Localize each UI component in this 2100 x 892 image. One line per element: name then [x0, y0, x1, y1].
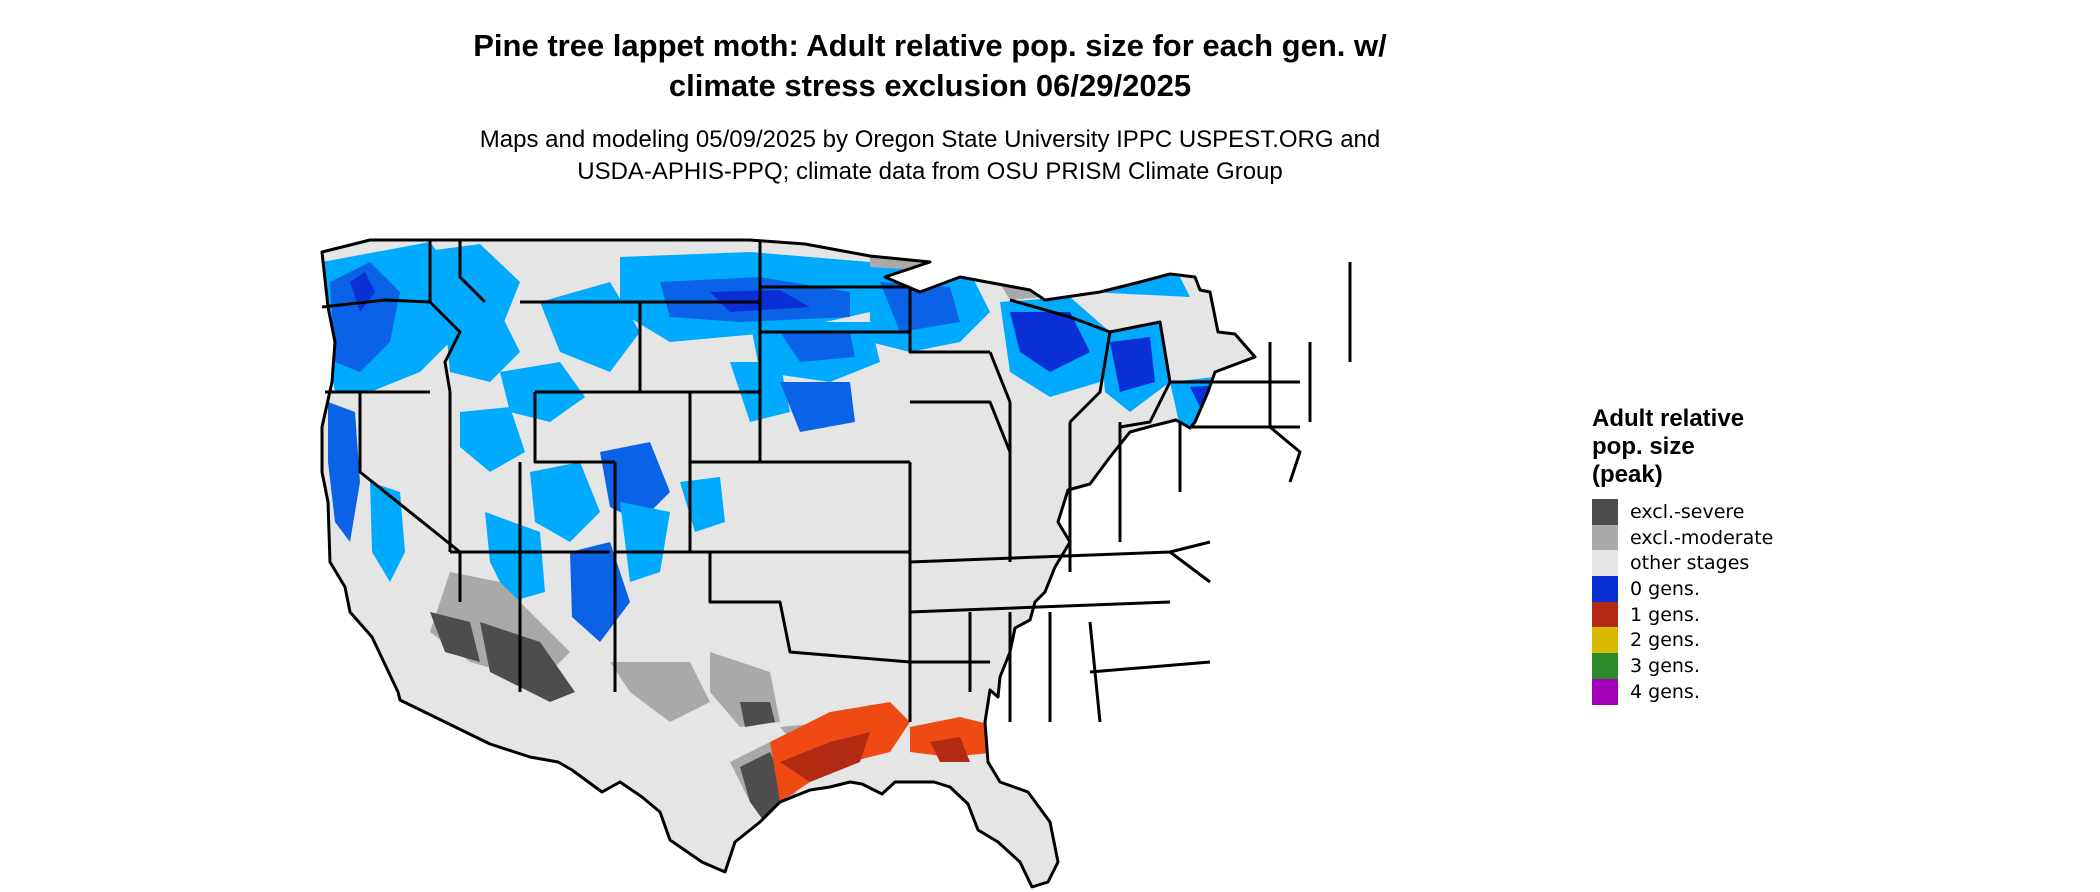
- legend-swatch: [1592, 575, 1618, 602]
- legend-item: 2 gens.: [1592, 627, 1892, 654]
- legend-label: excl.-severe: [1630, 500, 1745, 523]
- legend-label: 0 gens.: [1630, 577, 1700, 600]
- legend-item: 0 gens.: [1592, 575, 1892, 602]
- us-map-svg: [320, 238, 1352, 889]
- state-borders: [320, 238, 1352, 889]
- legend-item: other stages: [1592, 550, 1892, 577]
- legend-title-line: pop. size: [1592, 433, 1695, 460]
- legend-title-line: Adult relative: [1592, 405, 1745, 432]
- legend-item: 3 gens.: [1592, 652, 1892, 679]
- legend-item: 1 gens.: [1592, 601, 1892, 628]
- legend-item: excl.-severe: [1592, 498, 1892, 525]
- legend-label: other stages: [1630, 552, 1750, 575]
- legend-item: excl.-moderate: [1592, 524, 1892, 551]
- legend-title-line: (peak): [1592, 461, 1663, 488]
- legend-swatch: [1592, 524, 1618, 551]
- legend-items: excl.-severe excl.-moderate other stages 0 …: [1592, 498, 1892, 705]
- map-subtitle-line-1: Maps and modeling 05/09/2025 by Oregon S…: [479, 126, 1381, 153]
- legend-label: excl.-moderate: [1630, 526, 1774, 549]
- legend-item: 4 gens.: [1592, 678, 1892, 705]
- map-title-line-1: Pine tree lappet moth: Adult relative po…: [473, 28, 1387, 63]
- legend-label: 4 gens.: [1630, 680, 1700, 703]
- legend-swatch: [1592, 678, 1618, 705]
- legend-label: 1 gens.: [1630, 603, 1700, 626]
- legend-swatch: [1592, 550, 1618, 577]
- legend-label: 2 gens.: [1630, 629, 1700, 652]
- us-map: [310, 222, 1560, 892]
- map-title-line-2: climate stress exclusion 06/29/2025: [668, 68, 1192, 103]
- legend-swatch: [1592, 498, 1618, 525]
- legend-swatch: [1592, 652, 1618, 679]
- legend-swatch: [1592, 601, 1618, 628]
- legend: Adult relative pop. size (peak) excl.-se…: [1592, 405, 1892, 705]
- legend-label: 3 gens.: [1630, 654, 1700, 677]
- legend-title: Adult relative pop. size (peak): [1592, 405, 1892, 489]
- legend-swatch: [1592, 627, 1618, 654]
- map-subtitle-line-2: USDA-APHIS-PPQ; climate data from OSU PR…: [577, 158, 1283, 185]
